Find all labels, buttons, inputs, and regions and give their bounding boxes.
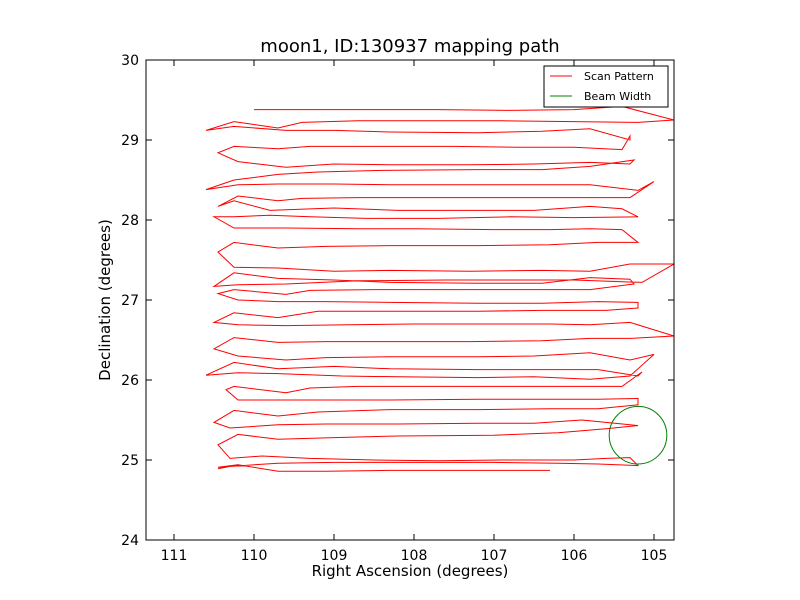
- x-tick-label: 107: [481, 548, 508, 564]
- y-tick-label: 29: [121, 133, 139, 149]
- legend: Scan Pattern Beam Width: [543, 65, 669, 108]
- legend-label-beam-width: Beam Width: [584, 90, 651, 103]
- x-tick-label: 110: [241, 548, 268, 564]
- x-tick-label: 111: [161, 548, 188, 564]
- x-axis-title: Right Ascension (degrees): [312, 562, 509, 580]
- x-tick-label: 108: [401, 548, 428, 564]
- legend-label-scan-pattern: Scan Pattern: [584, 70, 654, 83]
- x-tick-label: 106: [561, 548, 588, 564]
- legend-box: [543, 65, 669, 108]
- series-layer: [205, 105, 674, 472]
- y-tick-label: 24: [121, 533, 139, 549]
- y-tick-label: 27: [121, 293, 139, 309]
- chart-title: moon1, ID:130937 mapping path: [260, 36, 559, 57]
- x-tick-label: 105: [641, 548, 668, 564]
- y-tick-label: 25: [121, 453, 139, 469]
- x-axis: 111 110 109 108 107 106 105: [161, 60, 668, 564]
- y-tick-label: 30: [121, 53, 139, 69]
- x-tick-label: 109: [321, 548, 348, 564]
- beam-width-circle: [608, 405, 668, 465]
- series-line-scan-pattern: [205, 105, 674, 472]
- y-tick-label: 28: [121, 213, 139, 229]
- y-axis-title: Declination (degrees): [96, 219, 114, 381]
- y-axis: 24 25 26 27 28 29 30: [121, 53, 674, 549]
- y-tick-label: 26: [121, 373, 139, 389]
